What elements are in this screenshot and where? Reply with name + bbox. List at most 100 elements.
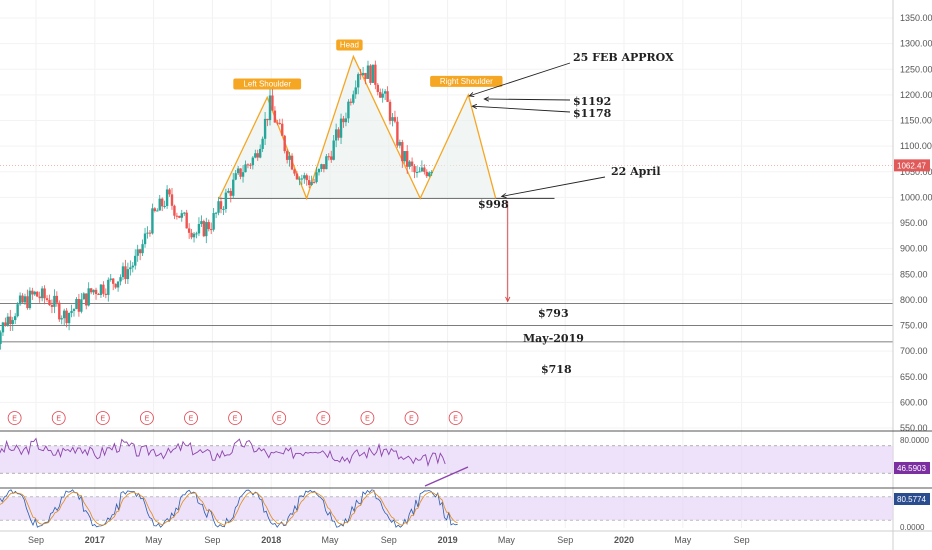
price-tick-label: 1000.00 bbox=[900, 192, 932, 202]
earnings-marker-label: E bbox=[277, 416, 282, 423]
annotation-may-2019: May-2019 bbox=[523, 332, 584, 345]
candle-body bbox=[63, 311, 65, 319]
candle-body bbox=[276, 122, 278, 123]
candle-body bbox=[65, 311, 67, 324]
candle-body bbox=[156, 211, 158, 212]
candle-body bbox=[114, 284, 116, 288]
candle-body bbox=[259, 149, 261, 158]
candle-body bbox=[19, 296, 21, 305]
candle-body bbox=[313, 182, 315, 183]
annotation-793: $793 bbox=[538, 307, 569, 320]
candle-body bbox=[315, 172, 317, 182]
price-tick-label: 1250.00 bbox=[900, 64, 932, 74]
candle-body bbox=[97, 294, 99, 295]
candle-body bbox=[372, 65, 374, 83]
candle-body bbox=[166, 189, 168, 206]
time-tick-label: May bbox=[674, 535, 692, 545]
candle-body bbox=[154, 208, 156, 211]
pattern-label: Right Shoulder bbox=[440, 77, 493, 86]
candle-body bbox=[408, 162, 410, 167]
candle-body bbox=[406, 151, 408, 167]
price-tick-label: 1300.00 bbox=[900, 39, 932, 49]
candle-body bbox=[31, 291, 33, 295]
candle-body bbox=[144, 233, 146, 244]
candle-body bbox=[90, 288, 92, 292]
candle-body bbox=[332, 141, 334, 160]
time-tick-label: 2020 bbox=[614, 535, 634, 545]
candle-body bbox=[83, 293, 85, 299]
candle-body bbox=[183, 213, 185, 214]
time-tick-label: May bbox=[498, 535, 516, 545]
candle-body bbox=[318, 169, 320, 172]
candle-body bbox=[337, 129, 339, 137]
candle-body bbox=[21, 296, 23, 303]
annotation-april: 22 April bbox=[611, 165, 661, 178]
price-tick-label: 1200.00 bbox=[900, 90, 932, 100]
candle-body bbox=[200, 221, 202, 224]
candle-body bbox=[215, 213, 217, 214]
stoch-value-label: 80.5774 bbox=[897, 495, 926, 504]
candle-body bbox=[247, 164, 249, 165]
earnings-marker-label: E bbox=[56, 416, 61, 423]
price-tick-label: 750.00 bbox=[900, 321, 928, 331]
candle-body bbox=[254, 153, 256, 157]
candle-body bbox=[421, 168, 423, 172]
candle-body bbox=[330, 156, 332, 159]
time-tick-label: Sep bbox=[557, 535, 573, 545]
candle-body bbox=[269, 95, 271, 120]
candle-body bbox=[242, 172, 244, 177]
candle-body bbox=[279, 123, 281, 124]
candle-body bbox=[102, 285, 104, 294]
candle-body bbox=[56, 296, 58, 303]
candle-body bbox=[53, 296, 55, 307]
candle-body bbox=[195, 233, 197, 234]
candle-body bbox=[217, 201, 219, 213]
candle-body bbox=[26, 296, 28, 308]
time-tick-label: Sep bbox=[28, 535, 44, 545]
candle-body bbox=[198, 224, 200, 233]
candle-body bbox=[107, 280, 109, 295]
candle-body bbox=[205, 222, 207, 236]
candle-body bbox=[225, 193, 227, 209]
candle-body bbox=[193, 234, 195, 238]
earnings-marker-label: E bbox=[321, 416, 326, 423]
candle-body bbox=[308, 180, 310, 185]
candle-body bbox=[68, 313, 70, 323]
candle-body bbox=[244, 164, 246, 172]
candle-body bbox=[129, 267, 131, 269]
candle-body bbox=[80, 299, 82, 311]
candle-body bbox=[296, 174, 298, 180]
candle-body bbox=[34, 292, 36, 295]
earnings-marker-label: E bbox=[12, 416, 17, 423]
candle-body bbox=[100, 285, 102, 295]
candle-body bbox=[7, 317, 9, 326]
time-tick-label: Sep bbox=[734, 535, 750, 545]
price-tick-label: 900.00 bbox=[900, 244, 928, 254]
candle-body bbox=[230, 191, 232, 196]
pattern-label: Left Shoulder bbox=[243, 79, 291, 88]
candle-body bbox=[48, 300, 50, 305]
candle-body bbox=[288, 156, 290, 160]
candle-body bbox=[105, 294, 107, 295]
candle-body bbox=[78, 299, 80, 312]
time-tick-label: 2017 bbox=[85, 535, 105, 545]
candle-body bbox=[266, 119, 268, 120]
candle-body bbox=[355, 87, 357, 94]
candle-body bbox=[185, 213, 187, 229]
candle-body bbox=[220, 201, 222, 209]
price-tick-label: 800.00 bbox=[900, 295, 928, 305]
candle-body bbox=[146, 233, 148, 234]
earnings-marker-label: E bbox=[365, 416, 370, 423]
candle-body bbox=[12, 320, 14, 324]
earnings-marker-label: E bbox=[100, 416, 105, 423]
candle-body bbox=[411, 162, 413, 167]
candle-body bbox=[345, 118, 347, 122]
candle-body bbox=[342, 119, 344, 123]
candle-body bbox=[325, 156, 327, 169]
price-tick-label: 650.00 bbox=[900, 372, 928, 382]
candle-body bbox=[127, 269, 129, 279]
candle-body bbox=[110, 279, 112, 280]
candle-body bbox=[171, 194, 173, 205]
annotation-718: $718 bbox=[541, 363, 572, 376]
